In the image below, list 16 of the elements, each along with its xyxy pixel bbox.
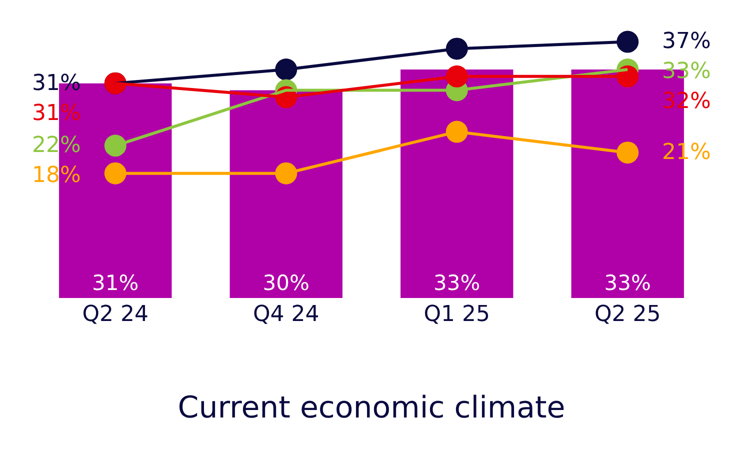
point [104,134,126,157]
data-label: 31% [92,271,139,295]
x-tick-label: Q4 24 [252,302,320,327]
x-axis-title: Current economic climate [178,390,566,426]
data-label: 33% [434,271,480,295]
x-tick-label: Q1 25 [424,302,490,327]
x-tick-label: Q2 25 [594,302,661,327]
point [616,142,639,164]
point [616,30,639,53]
x-tick-label: Q2 24 [82,302,149,327]
data-label: 31% [32,71,81,96]
data-label: 33% [604,271,651,295]
data-label: 37% [662,29,711,54]
data-label: 30% [262,271,310,295]
data-label: 33% [662,59,711,84]
point [104,162,126,184]
